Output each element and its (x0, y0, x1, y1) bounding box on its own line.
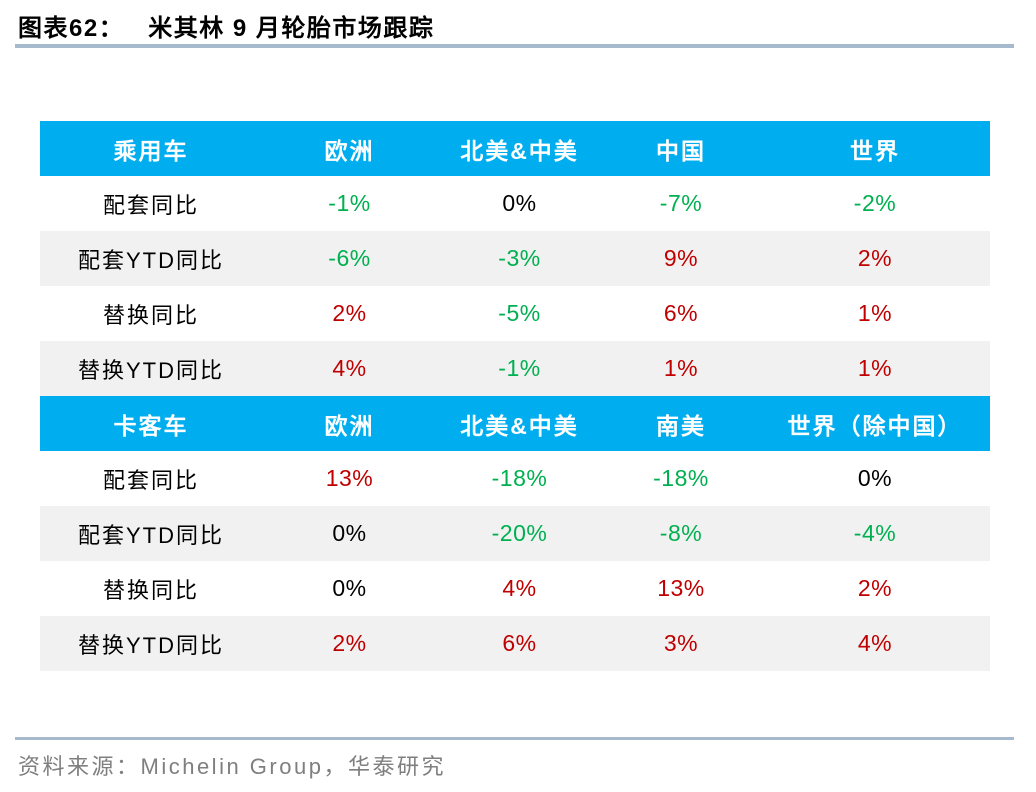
column-header-north-central-america: 北美&中美 (460, 412, 579, 439)
data-cell: 2% (332, 300, 367, 326)
column-header-category: 卡客车 (113, 412, 189, 439)
data-cell: -6% (328, 245, 371, 271)
truck-bus-header-row: 卡客车 欧洲 北美&中美 南美 世界（除中国） (40, 396, 990, 451)
column-header-europe: 欧洲 (324, 412, 375, 439)
data-cell: -2% (853, 190, 897, 216)
column-header-world-ex-china: 世界（除中国） (787, 412, 963, 439)
column-header-world: 世界 (850, 137, 900, 164)
table-row: 配套YTD同比 0% -20% -8% -4% (40, 506, 990, 561)
data-cell: 2% (332, 630, 367, 656)
source-divider (15, 737, 1014, 740)
data-cell: 1% (857, 300, 893, 326)
table-row: 配套同比 -1% 0% -7% -2% (40, 176, 990, 231)
column-header-europe: 欧洲 (324, 137, 375, 164)
row-label: 配套YTD同比 (77, 247, 224, 273)
data-cell: 2% (857, 245, 893, 271)
data-cell: 6% (663, 300, 699, 326)
data-cell: 13% (325, 465, 374, 491)
column-header-south-america: 南美 (656, 412, 706, 439)
data-cell: 3% (663, 630, 699, 656)
data-cell: -3% (498, 245, 541, 271)
data-cell: 4% (332, 355, 367, 381)
data-cell: 0% (332, 575, 367, 601)
data-cell: 4% (857, 630, 893, 656)
table-row: 替换YTD同比 4% -1% 1% 1% (40, 341, 990, 396)
table-row: 替换YTD同比 2% 6% 3% 4% (40, 616, 990, 671)
title-divider (15, 44, 1014, 48)
passenger-car-header-row: 乘用车 欧洲 北美&中美 中国 世界 (40, 121, 990, 176)
row-label: 配套同比 (102, 192, 199, 218)
data-cell: -7% (659, 190, 703, 216)
data-cell: -20% (491, 520, 548, 546)
data-cell: -5% (498, 300, 541, 326)
data-cell: 4% (502, 575, 537, 601)
data-cell: -8% (659, 520, 703, 546)
data-cell: -18% (653, 465, 709, 491)
column-header-category: 乘用车 (113, 137, 189, 164)
tables-container: 乘用车 欧洲 北美&中美 中国 世界 配套同比 -1% 0% -7% -2% 配… (40, 121, 990, 671)
data-cell: 9% (663, 245, 699, 271)
column-header-north-central-america: 北美&中美 (460, 137, 579, 164)
data-cell: -1% (328, 190, 371, 216)
row-label: 配套同比 (102, 467, 199, 493)
data-cell: 1% (857, 355, 893, 381)
figure-title: 图表62： 米其林 9 月轮胎市场跟踪 (18, 8, 434, 43)
data-cell: 0% (857, 465, 893, 491)
data-cell: 0% (502, 190, 537, 216)
data-cell: -4% (853, 520, 897, 546)
table-row: 替换同比 0% 4% 13% 2% (40, 561, 990, 616)
row-label: 配套YTD同比 (77, 522, 224, 548)
data-cell: 0% (332, 520, 367, 546)
table-row: 配套同比 13% -18% -18% 0% (40, 451, 990, 506)
column-header-china: 中国 (656, 137, 706, 164)
row-label: 替换同比 (102, 577, 199, 603)
figure-number: 图表62： (18, 15, 125, 42)
table-row: 替换同比 2% -5% 6% 1% (40, 286, 990, 341)
data-cell: 1% (663, 355, 699, 381)
truck-bus-table: 卡客车 欧洲 北美&中美 南美 世界（除中国） 配套同比 13% -18% -1… (40, 396, 990, 671)
data-cell: -18% (491, 465, 548, 491)
data-cell: -1% (498, 355, 541, 381)
passenger-car-table: 乘用车 欧洲 北美&中美 中国 世界 配套同比 -1% 0% -7% -2% 配… (40, 121, 990, 396)
table-row: 配套YTD同比 -6% -3% 9% 2% (40, 231, 990, 286)
data-cell: 6% (502, 630, 537, 656)
figure-title-text: 米其林 9 月轮胎市场跟踪 (148, 15, 435, 42)
row-label: 替换YTD同比 (77, 357, 224, 383)
data-cell: 13% (657, 575, 705, 601)
data-cell: 2% (857, 575, 893, 601)
source-note: 资料来源：Michelin Group，华泰研究 (18, 754, 446, 779)
row-label: 替换同比 (102, 302, 199, 328)
row-label: 替换YTD同比 (77, 632, 224, 658)
